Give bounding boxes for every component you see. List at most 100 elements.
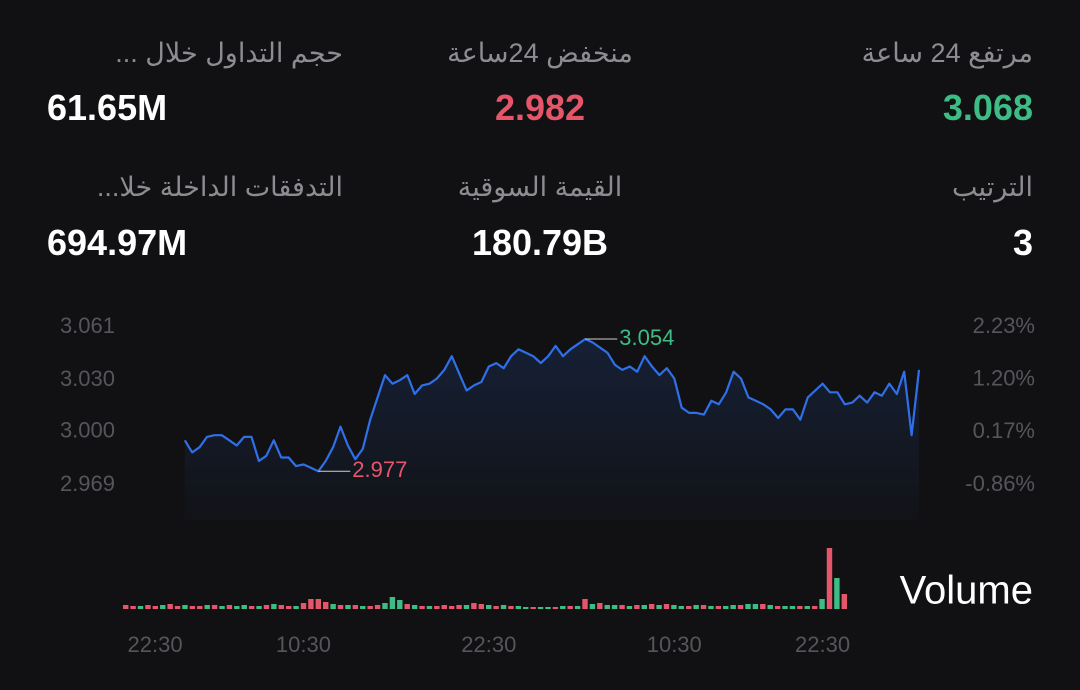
volume-bar	[382, 603, 388, 609]
volume-bar	[278, 605, 284, 609]
volume-bar	[752, 604, 759, 609]
annotation-label: 2.977	[352, 457, 407, 482]
volume-bar	[760, 604, 766, 609]
stat-label: الترتيب	[952, 172, 1033, 202]
volume-bar	[841, 594, 847, 609]
volume-bar	[434, 606, 440, 609]
volume-bar	[686, 606, 692, 609]
volume-bar	[337, 605, 344, 609]
y2-tick-label: 0.17%	[973, 418, 1035, 443]
volume-bar	[204, 605, 210, 609]
x-tick-label: 10:30	[647, 632, 702, 657]
volume-bar	[648, 604, 655, 609]
volume-bar	[523, 607, 529, 609]
volume-bar	[463, 605, 470, 609]
volume-bar	[234, 606, 240, 609]
volume-bar	[174, 606, 181, 609]
x-tick-label: 22:30	[128, 632, 183, 657]
volume-label: Volume	[900, 569, 1033, 613]
volume-bar	[530, 607, 536, 609]
volume-bar	[700, 605, 707, 609]
volume-bar	[834, 578, 840, 609]
volume-bar	[797, 606, 803, 609]
volume-bar	[330, 604, 336, 609]
volume-bar	[604, 605, 610, 609]
volume-bar	[589, 604, 596, 609]
volume-bar	[160, 605, 166, 609]
volume-bar	[500, 605, 507, 609]
y-tick-label: 3.030	[60, 366, 115, 391]
volume-bar	[189, 606, 196, 609]
stat-label: مرتفع 24 ساعة	[861, 38, 1033, 68]
volume-bar	[263, 605, 270, 609]
volume-bar	[626, 606, 633, 609]
volume-bar	[367, 606, 373, 609]
volume-bar	[123, 605, 129, 609]
y-tick-label: 3.061	[60, 313, 115, 338]
volume-bar	[508, 606, 514, 609]
volume-bar	[582, 599, 588, 609]
volume-bar	[537, 607, 544, 609]
volume-bar	[715, 606, 722, 609]
volume-bar	[374, 605, 381, 609]
volume-bar	[219, 606, 225, 609]
volume-bar	[656, 605, 662, 609]
volume-bar	[315, 599, 322, 609]
stat-value: 61.65M	[47, 87, 168, 128]
volume-bar	[567, 606, 573, 609]
volume-bar	[248, 606, 255, 609]
volume-bar	[634, 605, 640, 609]
volume-bar	[441, 605, 447, 609]
stat-label: منخفض 24ساعة	[447, 38, 633, 68]
stat-value: 3	[1012, 222, 1033, 263]
volume-bar	[545, 607, 551, 609]
volume-bar	[671, 605, 677, 609]
volume-bar	[419, 606, 425, 609]
volume-bar	[767, 605, 773, 609]
volume-bar	[448, 606, 455, 609]
volume-bar	[730, 605, 736, 609]
volume-bar	[641, 605, 647, 609]
volume-bar	[241, 605, 247, 609]
volume-bar	[552, 607, 559, 609]
volume-bar	[826, 548, 833, 609]
stat-value: 180.79B	[471, 222, 609, 263]
volume-bar	[308, 599, 314, 609]
volume-bar	[323, 602, 329, 609]
y2-tick-label: -0.86%	[965, 471, 1035, 496]
volume-bar	[271, 604, 277, 609]
volume-bar	[285, 606, 292, 609]
volume-bar	[226, 605, 233, 609]
x-tick-label: 22:30	[795, 632, 850, 657]
volume-bar	[708, 606, 714, 609]
volume-bar	[789, 606, 796, 609]
volume-bar	[345, 605, 351, 609]
stat-label: حجم التداول خلال ...	[115, 38, 343, 68]
volume-bar	[389, 597, 396, 609]
volume-bar	[130, 606, 136, 609]
volume-bar	[256, 606, 262, 609]
y2-tick-label: 1.20%	[973, 365, 1035, 390]
volume-bar	[456, 605, 462, 609]
stat-value: 3.068	[942, 87, 1033, 128]
volume-bar	[493, 606, 499, 609]
stat-value: 2.982	[494, 87, 586, 128]
volume-bar	[426, 606, 433, 609]
y2-tick-label: 2.23%	[973, 313, 1035, 338]
volume-bar	[197, 606, 203, 609]
volume-bar	[737, 605, 744, 609]
volume-bar	[404, 604, 410, 609]
stat-value: 694.97M	[47, 222, 188, 263]
volume-bar	[619, 605, 625, 609]
volume-bar	[574, 606, 581, 609]
volume-bar	[611, 605, 618, 609]
price-line	[183, 337, 921, 473]
volume-bar	[678, 606, 685, 609]
volume-bar	[293, 606, 299, 609]
volume-bar	[663, 604, 670, 609]
volume-bar	[515, 606, 522, 609]
stat-label: التدفقات الداخلة خلا...	[96, 172, 343, 202]
volume-bar	[486, 605, 492, 609]
volume-bar	[167, 604, 173, 609]
volume-bar	[723, 606, 729, 609]
